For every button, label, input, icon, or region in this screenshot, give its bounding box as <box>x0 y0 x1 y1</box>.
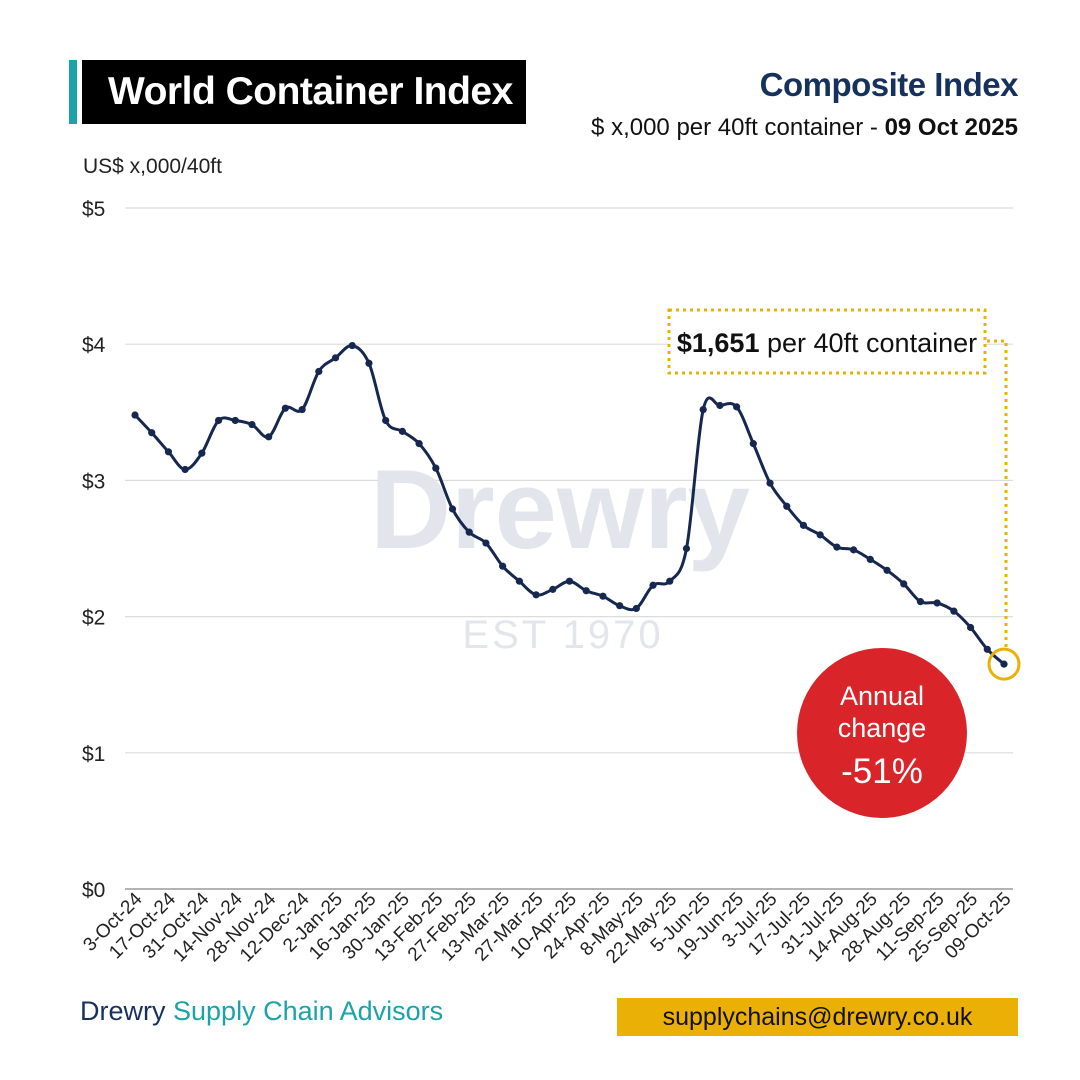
y-axis-ticks: $0 $1 $2 $3 $4 $5 <box>82 198 106 902</box>
data-point <box>482 539 490 547</box>
data-point <box>666 577 674 585</box>
data-point <box>398 427 406 435</box>
badge-value: -51% <box>841 752 923 791</box>
data-point <box>616 602 624 610</box>
data-point <box>298 405 306 414</box>
y-axis-label: US$ x,000/40ft <box>83 155 222 178</box>
unit-text: $ x,000 per 40ft container - <box>591 114 885 141</box>
data-point <box>231 416 239 425</box>
data-point <box>382 416 390 425</box>
callout-box <box>667 308 987 375</box>
data-point <box>816 531 824 539</box>
data-point <box>699 405 707 414</box>
data-point <box>799 521 808 529</box>
annual-change-badge <box>797 648 967 818</box>
data-point <box>933 599 941 607</box>
footer-brand: Drewry Supply Chain Advisors <box>80 996 443 1027</box>
data-point <box>950 607 958 615</box>
data-point <box>281 404 290 412</box>
data-point <box>649 581 657 589</box>
data-point <box>365 359 373 367</box>
y-tick-label: $0 <box>82 879 105 902</box>
badge-label-line2: change <box>838 713 927 743</box>
data-point <box>599 592 607 600</box>
data-point <box>432 464 440 472</box>
data-point <box>465 528 473 536</box>
y-tick-label: $2 <box>82 607 105 630</box>
data-point <box>833 543 841 551</box>
y-tick-label: $5 <box>82 198 105 221</box>
data-point <box>582 587 590 595</box>
data-point <box>916 598 925 606</box>
data-point <box>499 562 507 570</box>
data-point <box>1000 660 1008 668</box>
data-point <box>632 604 640 613</box>
x-axis-ticks: 3-Oct-2417-Oct-2431-Oct-2414-Nov-2428-No… <box>79 888 1015 967</box>
y-tick-label: $1 <box>82 743 105 766</box>
watermark-logo: Drewry EST 1970 <box>370 447 750 657</box>
gridlines <box>125 207 1013 754</box>
brand-name: Drewry <box>80 996 166 1026</box>
data-point <box>331 354 340 362</box>
data-point <box>966 623 975 632</box>
badge-label-line1: Annual <box>840 681 924 711</box>
data-point <box>532 591 540 599</box>
chart-unit-date: $ x,000 per 40ft container - 09 Oct 2025 <box>591 114 1018 142</box>
title-accent-bar <box>69 60 77 124</box>
data-point <box>131 411 139 419</box>
data-point <box>148 429 156 437</box>
callout-suffix: per 40ft container <box>759 328 977 358</box>
chart-subtitle: Composite Index <box>759 66 1019 103</box>
data-point <box>549 585 557 593</box>
data-point <box>682 544 691 553</box>
data-point <box>181 465 189 474</box>
data-point <box>415 440 423 448</box>
index-date: 09 Oct 2025 <box>884 114 1018 141</box>
series-points <box>131 341 1008 668</box>
data-point <box>733 403 741 411</box>
latest-value-ring <box>987 647 1021 681</box>
brand-division: Supply Chain Advisors <box>173 996 444 1026</box>
callout-connector <box>987 339 1008 648</box>
page-title: World Container Index <box>82 60 526 124</box>
data-point <box>883 566 891 574</box>
data-point <box>248 420 256 429</box>
data-point <box>515 577 523 585</box>
callout-value: $1,651 <box>677 328 760 358</box>
data-point <box>783 502 791 510</box>
data-point <box>849 546 858 554</box>
data-point <box>214 416 223 425</box>
contact-email[interactable]: supplychains@drewry.co.uk <box>617 998 1018 1036</box>
data-point <box>866 555 874 563</box>
data-point <box>983 645 991 653</box>
data-point <box>164 448 173 456</box>
data-point <box>565 577 574 585</box>
data-point <box>448 505 457 513</box>
watermark-subtext: EST 1970 <box>462 613 663 657</box>
y-tick-label: $4 <box>82 334 106 357</box>
y-tick-label: $3 <box>82 470 105 493</box>
data-point <box>348 341 356 350</box>
data-point <box>749 440 757 448</box>
data-point <box>198 449 206 457</box>
callout-text: $1,651 per 40ft container <box>677 328 977 358</box>
data-point <box>716 401 724 410</box>
data-point <box>900 580 908 588</box>
data-point <box>315 367 323 376</box>
data-point <box>766 479 774 487</box>
data-point <box>265 433 273 441</box>
